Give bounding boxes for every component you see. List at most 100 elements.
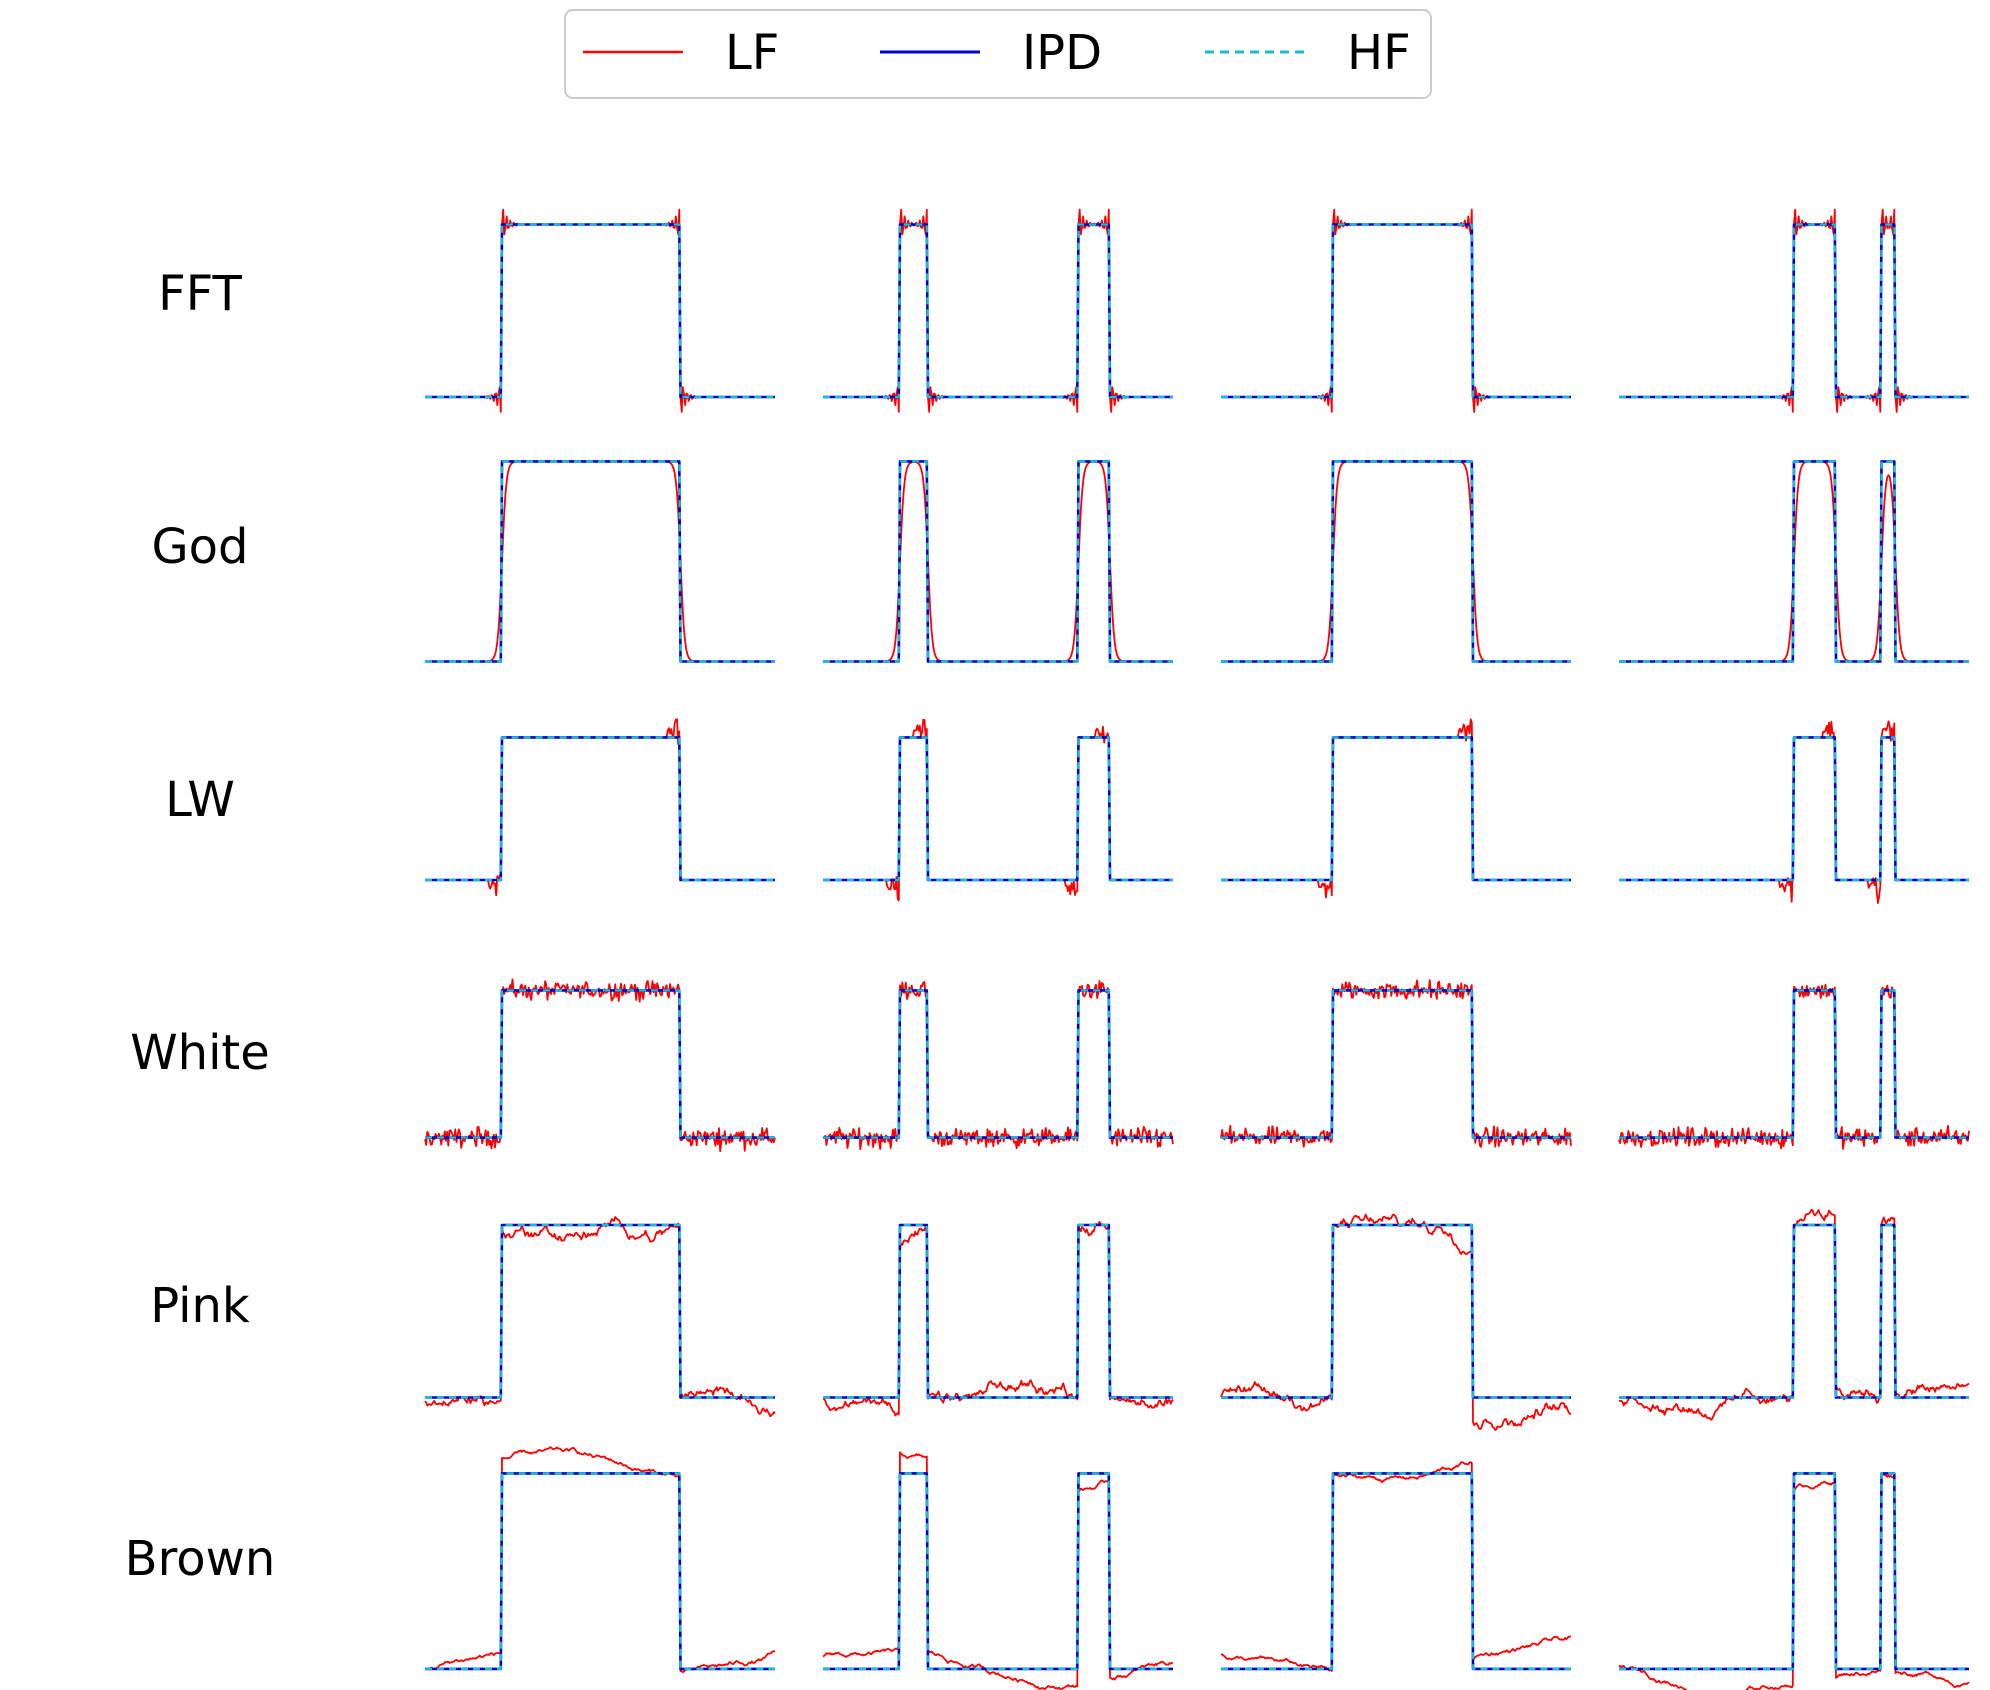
ipd-series-line [822,1472,1174,1671]
ipd-series-line [1220,460,1572,663]
hf-series-line [823,736,1173,882]
lf-series-line [823,718,1173,902]
lf-series-line [425,460,775,663]
hf-series-line [425,989,775,1139]
panel-god-4 [1618,460,1970,663]
hf-series-line [823,989,1173,1139]
ipd-series-line [424,1472,776,1671]
panel-white-3 [1220,979,1572,1148]
panel-fft-1 [424,208,776,413]
panel-god-1 [424,460,776,663]
hf-series-line [1619,1472,1969,1670]
ipd-series-line [424,989,776,1139]
lf-series-line [1220,979,1572,1148]
ipd-series-line [424,1223,776,1399]
ipd-series-line [424,736,776,882]
legend-label-hf: HF [1347,25,1411,81]
lf-series-line [822,980,1174,1151]
panel-white-1 [424,978,776,1153]
hf-series-line [1619,1223,1969,1399]
panel-white-4 [1618,983,1970,1150]
ipd-series-line [424,223,776,399]
lf-series-line [1221,208,1571,413]
panel-brown-2 [822,1451,1174,1690]
hf-series-line [1221,1472,1571,1670]
lf-series-line [1221,460,1571,663]
panel-fft-2 [822,208,1174,413]
ipd-series-line [1618,460,1970,663]
ipd-series-line [1220,989,1572,1139]
hf-series-line [823,1472,1173,1670]
lf-series-line [823,208,1173,413]
hf-series-line [823,460,1173,663]
ipd-series-line [424,460,776,663]
ipd-series-line [822,736,1174,882]
hf-series-line [823,223,1173,399]
lf-series-line [823,460,1173,663]
hf-series-line [1619,223,1969,399]
panel-lw-1 [424,718,776,897]
row-label-lw: LW [165,772,235,828]
row-label-brown: Brown [125,1531,276,1587]
panel-pink-4 [1618,1208,1970,1421]
legend-box [564,9,1432,99]
panel-brown-3 [1220,1461,1572,1672]
legend-label-lf: LF [725,25,779,81]
panel-brown-1 [424,1446,776,1674]
panels-grid [424,208,1970,1690]
ipd-series-line [1618,989,1970,1139]
lf-series-line [1618,983,1970,1150]
ipd-series-line [1220,223,1572,399]
ipd-series-line [822,223,1174,399]
ipd-series-line [1618,223,1970,399]
panel-lw-3 [1220,718,1572,899]
row-label-white: White [130,1025,270,1081]
hf-series-line [1619,736,1969,882]
panel-pink-2 [822,1221,1174,1417]
hf-series-line [1619,460,1969,663]
panel-fft-4 [1618,208,1970,413]
lf-series-line [822,1451,1174,1690]
hf-series-line [425,736,775,882]
lf-series-line [424,978,776,1153]
lf-series-line [424,1446,776,1674]
ipd-series-line [1220,1472,1572,1671]
panel-lw-2 [822,718,1174,902]
row-label-god: God [151,519,248,575]
hf-series-line [1221,460,1571,663]
legend: LF IPD HF [564,9,1432,99]
row-label-pink: Pink [150,1278,250,1334]
panel-god-3 [1220,460,1572,663]
ipd-series-line [1220,736,1572,882]
ipd-series-line [1220,1223,1572,1399]
hf-series-line [1221,223,1571,399]
hf-series-line [1221,989,1571,1139]
row-label-fft: FFT [158,266,242,322]
legend-label-ipd: IPD [1022,25,1102,81]
hf-series-line [425,1223,775,1399]
row-labels: FFT God LW White Pink Brown [125,266,276,1587]
lf-series-line [1220,1213,1572,1431]
lf-series-line [1220,1461,1572,1672]
panel-brown-4 [1618,1472,1970,1690]
lf-series-line [822,1221,1174,1417]
ipd-series-line [822,460,1174,663]
panel-pink-3 [1220,1213,1572,1431]
lf-series-line [1221,718,1571,899]
lf-series-line [425,208,775,413]
hf-series-line [823,1223,1173,1399]
panel-fft-3 [1220,208,1572,413]
hf-series-line [1221,1223,1571,1399]
hf-series-line [1221,736,1571,882]
panel-lw-4 [1618,720,1970,904]
panel-pink-1 [424,1216,776,1418]
hf-series-line [425,223,775,399]
ipd-series-line [822,1223,1174,1399]
panel-white-2 [822,980,1174,1151]
lf-series-line [425,718,775,897]
hf-series-line [425,1472,775,1670]
hf-series-line [425,460,775,663]
panel-god-2 [822,460,1174,663]
ipd-series-line [1618,1223,1970,1399]
